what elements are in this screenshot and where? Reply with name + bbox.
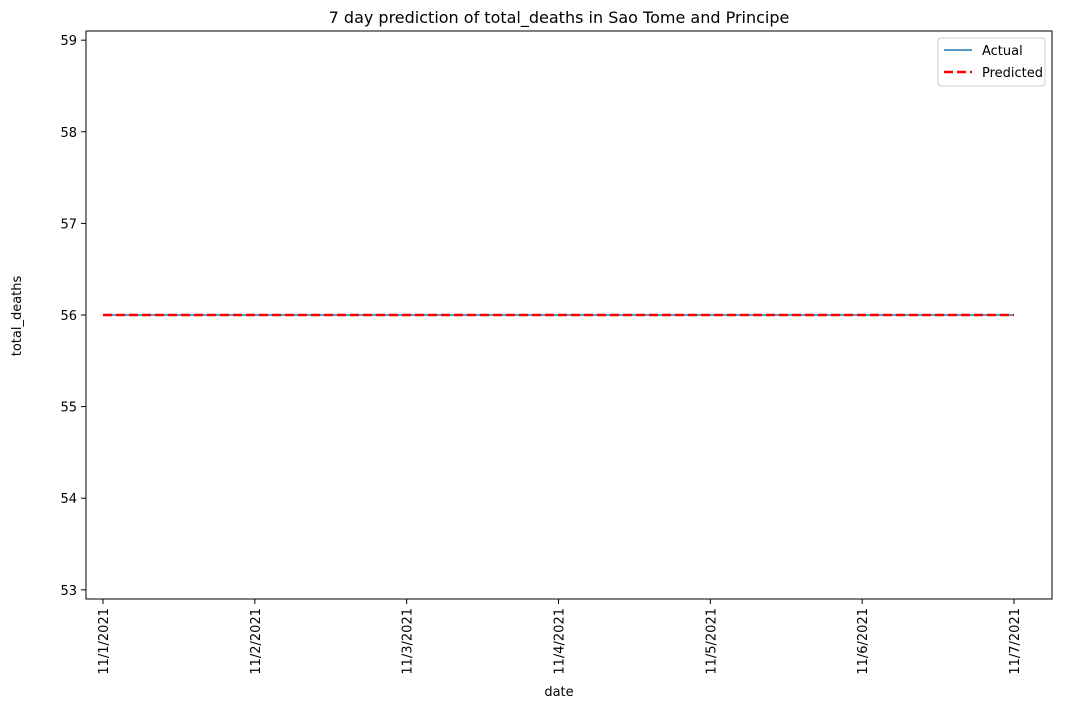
legend-label-actual: Actual	[982, 44, 1023, 59]
x-tick-label-1: 11/1/2021	[97, 608, 112, 675]
y-tick-label-59: 59	[60, 34, 77, 49]
x-axis-label: date	[544, 685, 573, 700]
x-tick-label-3: 11/3/2021	[401, 608, 416, 675]
y-tick-label-53: 53	[60, 584, 77, 599]
plot-area: 53 54 55 56 57 58 59 11/1/2021 11/2/2021 11/3/202…	[60, 30, 1053, 675]
x-tick-label-6: 11/6/2021	[856, 608, 871, 675]
y-tick-label-57: 57	[60, 217, 77, 232]
y-tick-label-55: 55	[60, 401, 77, 416]
x-tick-label-5: 11/5/2021	[704, 608, 719, 675]
x-tick-label-4: 11/4/2021	[553, 608, 568, 675]
y-tick-label-58: 58	[60, 126, 77, 141]
y-tick-label-54: 54	[60, 492, 77, 507]
y-tick-label-56: 56	[60, 309, 77, 324]
x-tick-label-7: 11/7/2021	[1008, 608, 1023, 675]
x-tick-label-2: 11/2/2021	[249, 608, 264, 675]
y-axis-label: total_deaths	[10, 276, 25, 357]
chart-title: 7 day prediction of total_deaths in Sao …	[329, 8, 790, 28]
legend-label-predicted: Predicted	[982, 66, 1043, 81]
